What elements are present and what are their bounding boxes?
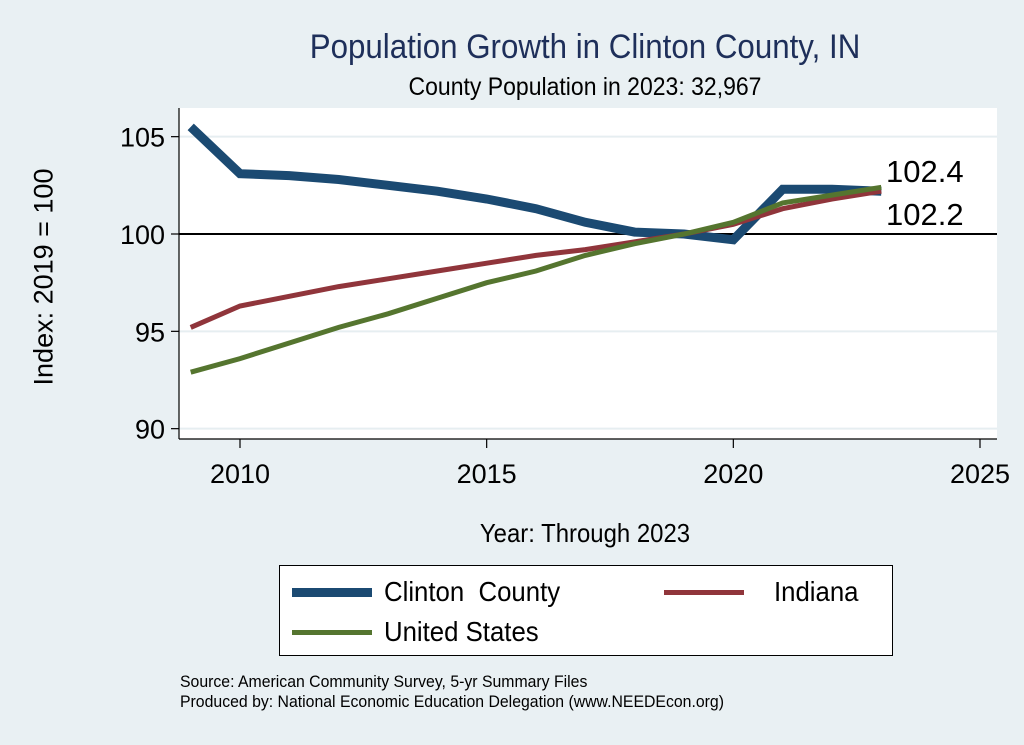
legend-swatch-clinton bbox=[292, 587, 372, 597]
x-axis-label: Year: Through 2023 bbox=[479, 518, 691, 548]
y-tick-label: 100 bbox=[120, 220, 165, 250]
series-line-clinton-county bbox=[187, 123, 882, 245]
x-tick-label: 2015 bbox=[457, 459, 517, 489]
gridlines bbox=[179, 135, 997, 430]
chart-subtitle: County Population in 2023: 32,967 bbox=[408, 73, 762, 101]
source-note: Source: American Community Survey, 5-yr … bbox=[180, 672, 724, 712]
annotations: 102.4 102.2 bbox=[886, 154, 964, 232]
legend-swatch-indiana bbox=[664, 589, 744, 595]
y-axis-label: Index: 2019 = 100 bbox=[28, 168, 59, 386]
chart-title: Population Growth in Clinton County, IN bbox=[309, 28, 861, 66]
plot-area bbox=[179, 108, 997, 439]
y-tick-label: 95 bbox=[135, 317, 165, 347]
series-lines bbox=[187, 123, 882, 375]
series-line-united-states bbox=[190, 184, 882, 375]
producer-line: Produced by: National Economic Education… bbox=[180, 692, 724, 711]
x-tick-label: 2010 bbox=[210, 459, 270, 489]
legend-label: Clinton County bbox=[384, 576, 561, 607]
legend-item-indiana: Indiana bbox=[664, 576, 866, 608]
legend-item-clinton: Clinton County bbox=[292, 576, 575, 608]
end-value-label: 102.4 bbox=[886, 154, 964, 189]
axes: 90 95 100 105 2010 2015 2020 2025 bbox=[120, 108, 1010, 489]
y-tick-label: 90 bbox=[135, 415, 165, 445]
end-value-label: 102.2 bbox=[886, 197, 964, 232]
y-tick-label: 105 bbox=[120, 123, 165, 153]
source-line: Source: American Community Survey, 5-yr … bbox=[180, 672, 588, 691]
legend: Clinton County Indiana United States bbox=[279, 565, 893, 656]
legend-label: United States bbox=[384, 616, 539, 647]
x-tick-label: 2025 bbox=[950, 459, 1010, 489]
legend-label: Indiana bbox=[774, 576, 859, 607]
legend-item-united-states: United States bbox=[292, 616, 552, 648]
legend-swatch-united-states bbox=[292, 629, 372, 635]
x-tick-label: 2020 bbox=[703, 459, 763, 489]
series-line-indiana bbox=[189, 188, 882, 330]
